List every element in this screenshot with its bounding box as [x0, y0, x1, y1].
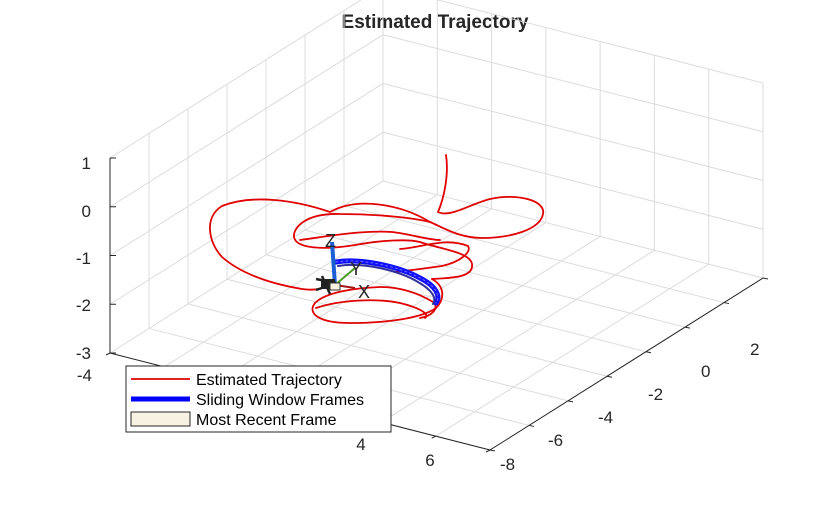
z-tick-label: 1 — [82, 154, 91, 173]
y-tick-mark — [567, 400, 574, 403]
legend-label-estimated-trajectory: Estimated Trajectory — [196, 372, 342, 389]
frame-label-z: Z — [325, 231, 336, 251]
x-tick-mark — [431, 435, 436, 439]
y-axis: 2 0 -2 -4 -6 -8 — [500, 340, 759, 474]
chart-title: Estimated Trajectory — [342, 12, 529, 33]
z-tick-label: -2 — [76, 296, 91, 315]
y-tick-label: -6 — [548, 431, 563, 450]
y-tick-mark — [489, 449, 496, 452]
x-tick-label: 6 — [425, 451, 434, 470]
wall-height-gridline — [109, 34, 384, 208]
trajectory-segment — [299, 230, 441, 241]
frame-label-y: Y — [350, 259, 362, 279]
most-recent-frame: Z Y X — [315, 231, 370, 302]
sliding-window-series — [333, 258, 441, 306]
camera-body — [321, 279, 335, 289]
y-tick-mark — [684, 326, 691, 329]
floor-gridline — [435, 263, 709, 437]
wall-height-gridline — [109, 0, 362, 159]
frame-y-axis — [334, 267, 356, 286]
y-tick-label: -2 — [648, 385, 663, 404]
wall-height-gridline — [109, 83, 384, 256]
legend: Estimated Trajectory Sliding Window Fram… — [125, 365, 392, 433]
y-tick-label: 2 — [750, 340, 759, 359]
floor-gridline — [343, 205, 725, 304]
x-tick-label: -4 — [77, 366, 92, 385]
y-tick-label: 0 — [701, 362, 710, 381]
legend-swatch-most-recent — [130, 411, 191, 427]
y-axis-line — [489, 277, 764, 451]
trajectory-segment — [293, 154, 544, 280]
camera-patch — [329, 282, 341, 291]
y-tick-mark — [723, 302, 730, 305]
floor-gridline — [226, 278, 608, 377]
x-axis: -4 4 6 — [77, 366, 435, 470]
grid — [109, 0, 764, 451]
floor-gridline — [381, 249, 655, 423]
wall-height-gridline — [435, 0, 764, 84]
wall-height-gridline — [109, 131, 384, 305]
floor-gridline — [304, 229, 686, 328]
y-tick-mark — [762, 277, 769, 280]
y-tick-label: -8 — [500, 455, 515, 474]
z-tick-label: 0 — [82, 202, 91, 221]
floor-gridline — [109, 180, 384, 354]
wall-height-gridline — [382, 83, 764, 181]
z-tick-label: -3 — [76, 344, 91, 363]
trajectory-segment — [394, 241, 470, 273]
floor-gridline — [265, 254, 647, 353]
y-tick-label: -4 — [598, 408, 613, 427]
frame-label-x: X — [358, 282, 370, 302]
floor-gridline — [164, 194, 438, 368]
frame-z-axis — [330, 241, 337, 286]
y-tick-mark — [528, 424, 535, 427]
z-tick-label: -1 — [76, 249, 91, 268]
z-axis: 1 0 -1 -2 -3 — [76, 154, 91, 363]
floor-gridline — [218, 208, 492, 382]
x-tick-label: 4 — [356, 435, 365, 454]
wall-height-gridline — [382, 34, 764, 133]
x-tick-mark — [105, 352, 111, 356]
x-tick-mark — [485, 449, 491, 453]
y-tick-mark — [606, 375, 613, 378]
legend-label-sliding-window: Sliding Window Frames — [196, 392, 364, 409]
sliding-window-shadow — [337, 263, 436, 305]
floor-gridline — [187, 303, 569, 402]
y-tick-mark — [645, 351, 652, 354]
floor-gridline — [382, 180, 764, 279]
legend-label-most-recent: Most Recent Frame — [196, 412, 337, 429]
trajectory-segment — [209, 198, 431, 291]
sliding-window-highlight — [335, 260, 439, 304]
wall-height-gridline — [382, 131, 764, 230]
trajectory-segment — [315, 299, 428, 319]
estimated-trajectory-series — [209, 154, 544, 324]
